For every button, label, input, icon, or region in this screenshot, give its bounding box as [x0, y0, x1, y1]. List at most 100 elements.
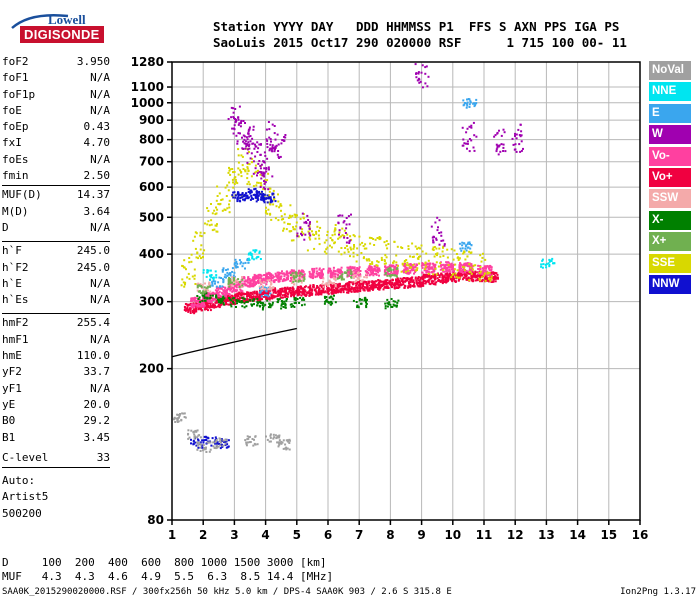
echo-point [268, 196, 270, 199]
param-row: foF1 N/A [2, 70, 110, 86]
echo-point [252, 249, 255, 252]
param-label: foF1 [2, 71, 29, 85]
echo-point [485, 267, 488, 270]
echo-point [370, 237, 373, 239]
legend-item-e: E [649, 103, 691, 123]
echo-point [276, 153, 279, 156]
echo-point [357, 284, 360, 287]
echo-point [202, 304, 205, 307]
echo-point [296, 235, 299, 238]
echo-point [196, 436, 199, 439]
echo-point [383, 259, 386, 261]
echo-point [308, 232, 311, 235]
echo-point [246, 297, 249, 300]
echo-point [292, 226, 295, 229]
echo-point [349, 269, 352, 272]
echo-point [453, 270, 455, 272]
echo-point [298, 293, 301, 296]
echo-point [383, 241, 386, 244]
echo-point [208, 285, 211, 288]
echo-point [225, 440, 228, 443]
echo-point [357, 281, 360, 284]
echo-point [216, 295, 219, 298]
echo-point [318, 274, 321, 277]
echo-point [336, 276, 339, 279]
param-value: N/A [90, 381, 110, 395]
echo-point [290, 305, 293, 308]
echo-point [471, 268, 474, 271]
legend-item-x-: X+ [649, 232, 691, 252]
echo-point [299, 279, 302, 282]
echo-point [341, 288, 343, 291]
echo-point [340, 235, 343, 238]
echo-point [395, 261, 398, 264]
echo-point [269, 138, 272, 141]
echo-point [211, 284, 214, 287]
echo-point [468, 150, 471, 153]
echo-point [471, 279, 474, 282]
echo-point [365, 273, 368, 276]
echo-point [247, 261, 250, 264]
echo-point [391, 283, 393, 286]
echo-point [215, 274, 218, 277]
echo-point [207, 292, 210, 295]
echo-point [397, 283, 399, 286]
echo-point [195, 304, 198, 307]
echo-point [265, 206, 267, 209]
echo-point [213, 447, 216, 449]
echo-point [322, 277, 325, 280]
echo-point [217, 445, 220, 448]
echo-point [178, 414, 181, 417]
echo-point [229, 296, 232, 299]
echo-point [470, 124, 473, 127]
echo-point [301, 304, 303, 307]
echo-point [356, 254, 359, 257]
echo-point [219, 202, 222, 205]
echo-point [309, 272, 312, 275]
echo-point [243, 142, 246, 145]
echo-point [407, 264, 410, 267]
echo-point [263, 160, 265, 163]
echo-point [263, 175, 266, 178]
echo-point [541, 259, 544, 262]
x-axis-ticks: 1 2 3 4 5 6 7 8 9 10 11 12 13 14 15 16 [168, 520, 648, 542]
echo-point [241, 193, 244, 196]
echo-point [358, 299, 361, 302]
echo-point [366, 259, 369, 262]
echo-point [384, 272, 387, 274]
echo-point [431, 281, 434, 284]
echo-point [247, 130, 250, 133]
echo-point [222, 267, 225, 270]
echo-point [350, 270, 353, 273]
echo-point [209, 448, 212, 451]
echo-point [279, 293, 282, 296]
echo-point [399, 281, 401, 284]
echo-point [241, 265, 244, 268]
echo-point [259, 165, 262, 167]
param-value: 14.37 [76, 188, 110, 202]
echo-point [199, 436, 202, 439]
echo-point [329, 237, 332, 239]
echo-point [451, 277, 454, 280]
echo-point [427, 279, 430, 282]
echo-point [455, 274, 458, 277]
echo-point [187, 272, 190, 275]
echo-point [338, 229, 341, 232]
echo-point [265, 283, 268, 286]
echo-point [431, 280, 434, 283]
echo-point [265, 435, 267, 438]
echo-point [253, 283, 256, 286]
echo-point [344, 284, 347, 286]
echo-point [230, 299, 233, 302]
echo-point [391, 272, 394, 275]
echo-point [269, 213, 272, 216]
echo-point [460, 263, 462, 266]
echo-point [359, 270, 362, 272]
echo-point [388, 281, 391, 284]
echo-point [292, 239, 295, 242]
echo-point [250, 189, 253, 192]
echo-point [444, 265, 447, 268]
echo-point [371, 261, 374, 264]
echo-point [334, 283, 337, 286]
echo-point [264, 294, 266, 297]
